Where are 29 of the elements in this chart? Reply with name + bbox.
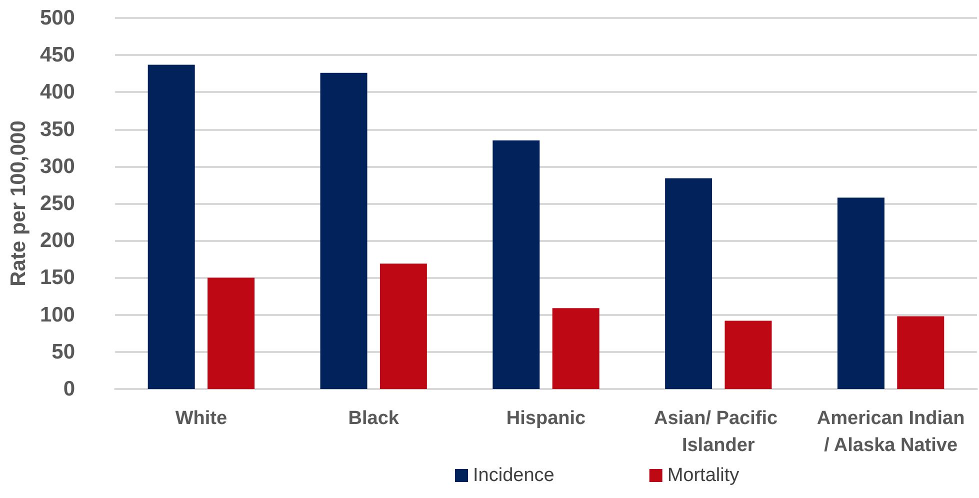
y-axis-title: Rate per 100,000	[7, 120, 30, 286]
x-tick-label: American Indian/ Alaska Native	[816, 408, 965, 456]
bar	[320, 72, 368, 389]
y-tick-label: 0	[63, 378, 75, 400]
bar	[837, 198, 884, 389]
legend-label: Mortality	[667, 465, 740, 486]
bar	[552, 308, 600, 389]
bar	[492, 140, 540, 389]
x-tick-label: Asian/ Pacific Islander	[654, 408, 783, 456]
y-tick-label: 250	[40, 192, 75, 215]
x-tick-label: Hispanic	[506, 408, 586, 429]
y-tick-label: 150	[40, 266, 75, 290]
y-tick-label: 500	[40, 6, 75, 30]
y-tick-label: 50	[52, 340, 75, 364]
bar	[897, 316, 944, 389]
bar	[665, 178, 712, 389]
x-tick-label: Black	[348, 408, 400, 429]
legend-label: Incidence	[473, 465, 554, 486]
y-tick-label: 300	[40, 154, 75, 178]
y-tick-label: 450	[40, 44, 75, 67]
bar	[724, 320, 772, 389]
y-tick-label: 400	[40, 80, 75, 104]
bar	[148, 64, 195, 389]
y-tick-label: 100	[40, 303, 75, 326]
bar	[380, 264, 427, 389]
y-tick-label: 350	[40, 118, 75, 141]
x-tick-label: White	[175, 408, 228, 429]
y-tick-label: 200	[40, 229, 75, 252]
bar	[208, 278, 255, 389]
